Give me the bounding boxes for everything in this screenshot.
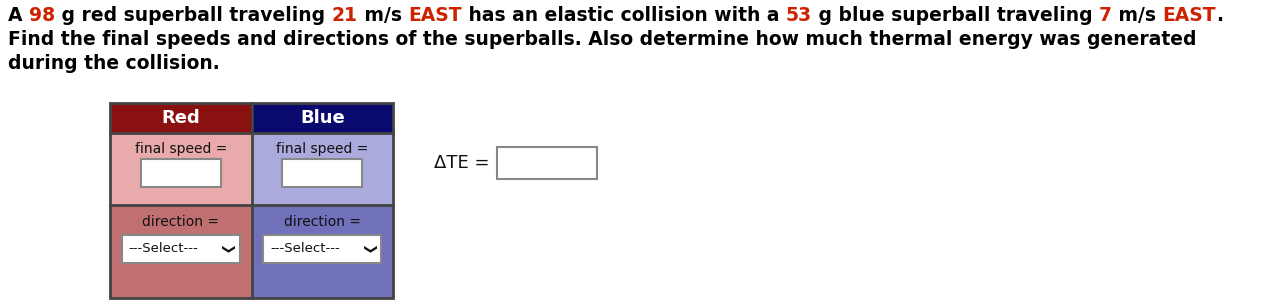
Bar	[252, 133, 393, 205]
Bar	[141, 159, 221, 187]
Bar	[110, 133, 252, 205]
Bar	[252, 205, 393, 298]
Text: 21: 21	[331, 6, 358, 25]
Text: Find the final speeds and directions of the superballs. Also determine how much : Find the final speeds and directions of …	[8, 30, 1196, 49]
Text: 53: 53	[785, 6, 812, 25]
Text: ---Select---: ---Select---	[270, 242, 340, 256]
Bar	[263, 235, 381, 263]
Text: Blue: Blue	[299, 109, 344, 127]
Text: g blue superball traveling: g blue superball traveling	[812, 6, 1099, 25]
Text: final speed =: final speed =	[276, 142, 368, 156]
Text: EAST: EAST	[408, 6, 462, 25]
Text: EAST: EAST	[1163, 6, 1216, 25]
Text: ---Select---: ---Select---	[129, 242, 198, 256]
Bar	[122, 235, 239, 263]
Text: final speed =: final speed =	[134, 142, 226, 156]
Bar	[498, 147, 597, 179]
Text: ❯: ❯	[219, 244, 233, 254]
Text: 7: 7	[1099, 6, 1111, 25]
Text: has an elastic collision with a: has an elastic collision with a	[462, 6, 785, 25]
Text: ❯: ❯	[361, 244, 373, 254]
Text: 98: 98	[29, 6, 55, 25]
Text: direction =: direction =	[284, 215, 361, 229]
Text: during the collision.: during the collision.	[8, 54, 220, 73]
Bar	[110, 103, 252, 133]
Text: direction =: direction =	[142, 215, 219, 229]
Text: g red superball traveling: g red superball traveling	[55, 6, 331, 25]
Bar	[110, 103, 393, 298]
Text: m/s: m/s	[1111, 6, 1163, 25]
Text: Red: Red	[161, 109, 200, 127]
Bar	[252, 103, 393, 133]
Bar	[283, 159, 362, 187]
Text: ΔTE =: ΔTE =	[435, 154, 490, 172]
Text: A: A	[8, 6, 29, 25]
Bar	[110, 205, 252, 298]
Text: .: .	[1216, 6, 1223, 25]
Text: m/s: m/s	[358, 6, 408, 25]
